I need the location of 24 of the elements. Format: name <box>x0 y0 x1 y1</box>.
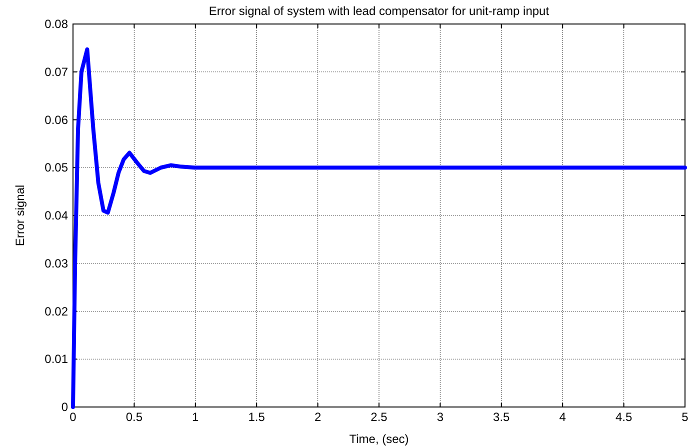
x-tick-label: 3 <box>436 410 444 424</box>
x-tick-label: 4.5 <box>615 410 632 424</box>
x-tick-label: 1 <box>192 410 200 424</box>
y-tick-label: 0.04 <box>44 208 68 222</box>
x-tick-label: 3.5 <box>493 410 510 424</box>
y-tick-label: 0.01 <box>44 352 68 366</box>
x-tick-label: 0 <box>70 410 77 424</box>
y-tick-label: 0.06 <box>44 112 68 127</box>
x-tick-label: 4 <box>559 410 566 424</box>
y-tick-label: 0.05 <box>44 160 68 175</box>
y-tick-label: 0 <box>61 400 68 414</box>
x-tick-label: 2.5 <box>370 410 388 424</box>
y-tick-label: 0.02 <box>44 304 68 318</box>
chart-title: Error signal of system with lead compensator for unit-ramp input <box>208 4 550 18</box>
y-tick-label: 0.03 <box>44 256 68 270</box>
y-tick-label: 0.07 <box>44 64 68 79</box>
y-tick-label: 0.08 <box>44 17 68 31</box>
x-tick-label: 5 <box>682 410 689 424</box>
x-tick-label: 1.5 <box>248 410 266 424</box>
x-axis-title: Time, (sec) <box>349 432 409 446</box>
line-series <box>71 47 687 409</box>
y-axis-title: Error signal <box>13 184 27 246</box>
x-tick-label: 2 <box>314 410 322 424</box>
x-tick-label: 0.5 <box>126 410 143 424</box>
